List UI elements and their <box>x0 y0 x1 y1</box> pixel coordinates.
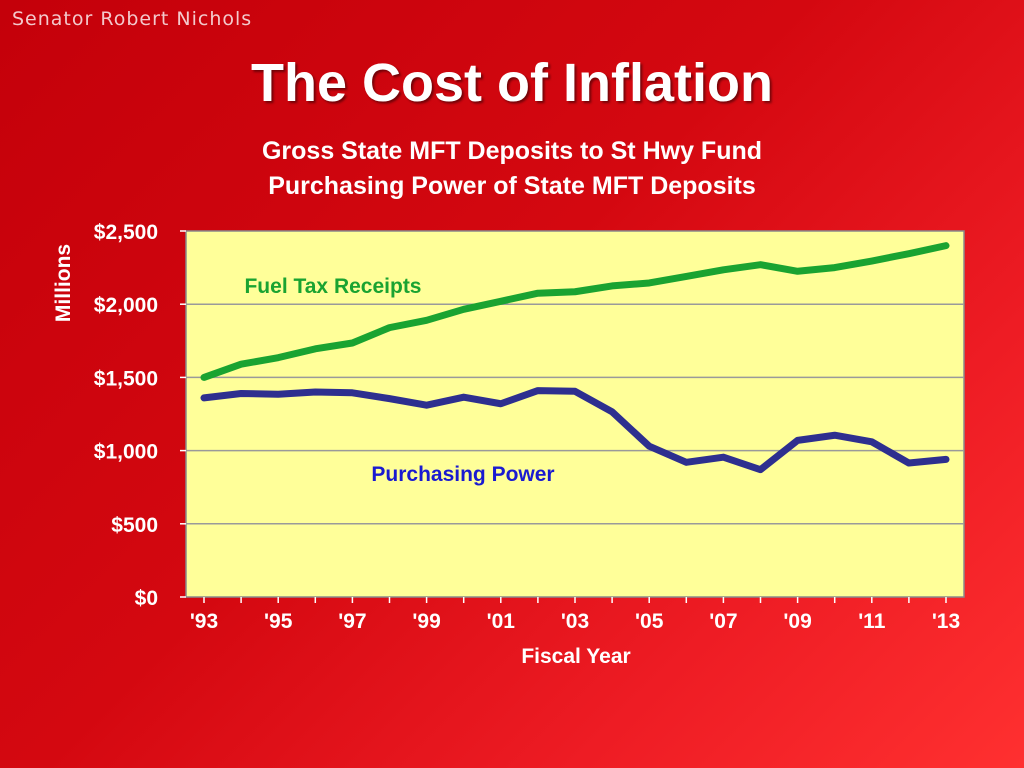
data-point <box>312 389 318 395</box>
x-tick-label: '01 <box>487 610 516 633</box>
x-tick-label: '11 <box>858 610 886 633</box>
data-point <box>312 346 318 352</box>
x-tick-label: '13 <box>932 610 960 633</box>
data-point <box>758 467 763 473</box>
data-point <box>720 267 726 273</box>
data-point <box>424 317 430 323</box>
data-point <box>498 401 504 407</box>
chart-title-line-2: Purchasing Power of State MFT Deposits <box>268 172 756 200</box>
x-tick-label: '99 <box>412 610 440 633</box>
data-point <box>943 243 949 249</box>
data-point <box>795 437 801 443</box>
x-tick-label: '07 <box>709 610 737 633</box>
data-point <box>498 298 504 304</box>
data-point <box>795 268 801 274</box>
data-point <box>758 262 763 268</box>
data-point <box>720 454 726 460</box>
data-point <box>906 460 912 466</box>
data-point <box>646 280 652 286</box>
data-point <box>275 355 281 361</box>
data-point <box>275 391 281 397</box>
data-point <box>869 258 875 264</box>
data-point <box>238 361 244 367</box>
chart-title-line-1: Gross State MFT Deposits to St Hwy Fund <box>261 137 763 165</box>
y-tick-label: $1,000 <box>94 441 158 464</box>
data-point <box>535 290 541 296</box>
x-axis-label: Fiscal Year <box>521 645 630 668</box>
data-point <box>238 391 244 397</box>
x-tick-label: '03 <box>561 610 589 633</box>
data-point <box>461 306 467 312</box>
data-point <box>201 374 207 380</box>
y-tick-label: $500 <box>111 514 158 537</box>
presenter-name: Senator Robert Nichols <box>12 8 253 30</box>
data-point <box>387 396 392 402</box>
data-point <box>609 283 615 289</box>
data-point <box>201 395 207 401</box>
data-point <box>424 402 430 408</box>
data-point <box>832 265 838 271</box>
data-point <box>906 251 912 257</box>
x-tick-label: '97 <box>338 610 366 633</box>
y-tick-label: $1,500 <box>94 367 158 390</box>
data-point <box>683 459 689 465</box>
x-tick-label: '05 <box>635 610 664 633</box>
data-point <box>387 325 392 331</box>
data-point <box>349 390 355 396</box>
y-tick-label: $2,000 <box>94 294 158 317</box>
slide-title: The Cost of Inflation <box>251 53 773 113</box>
y-tick-label: $0 <box>135 587 158 610</box>
data-point <box>572 388 578 394</box>
data-point <box>349 340 355 346</box>
data-point <box>683 273 689 279</box>
data-point <box>609 409 615 415</box>
data-point <box>646 443 652 449</box>
data-point <box>535 388 541 394</box>
y-tick-label: $2,500 <box>94 221 158 244</box>
series-label-purchasing-power: Purchasing Power <box>371 463 554 486</box>
data-point <box>869 439 875 445</box>
y-axis-label: Millions <box>52 244 75 322</box>
data-point <box>943 456 949 462</box>
x-tick-label: '95 <box>264 610 293 633</box>
data-point <box>461 394 467 400</box>
x-tick-label: '93 <box>190 610 218 633</box>
x-tick-label: '09 <box>783 610 811 633</box>
data-point <box>572 289 578 295</box>
series-label-fuel-tax-receipts: Fuel Tax Receipts <box>244 275 421 298</box>
data-point <box>832 432 838 438</box>
